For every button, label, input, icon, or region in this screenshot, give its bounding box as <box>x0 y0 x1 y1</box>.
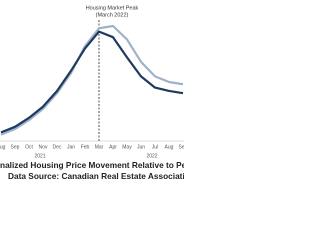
caption: Data Source: Canadian Real Estate Associ… <box>8 171 184 181</box>
x-tick-label: Oct <box>25 144 33 150</box>
x-tick-label: Dec <box>53 144 62 150</box>
x-tick-label: Sep <box>11 144 20 150</box>
x-tick-label: Sep <box>179 144 184 150</box>
annotation: Housing Market Peak <box>86 5 139 11</box>
x-tick-label: Aug <box>165 144 174 150</box>
x-tick-label: Jan <box>67 144 75 150</box>
x-tick-label: Feb <box>81 144 90 150</box>
x-tick-label: Nov <box>39 144 48 150</box>
x-tick-label: Mar <box>95 144 104 150</box>
caption: nalized Housing Price Movement Relative … <box>0 160 184 170</box>
series-line <box>0 24 184 136</box>
chart: Housing Market Peak (March 2022) 2021 20… <box>0 5 184 181</box>
x-tick-label: May <box>122 144 132 150</box>
x-tick-label: Jun <box>137 144 145 150</box>
annotation: (March 2022) <box>96 12 129 18</box>
x-tick-label: Jul <box>152 144 158 150</box>
year-label: 2022 <box>146 153 157 159</box>
series-line <box>0 30 184 134</box>
x-tick-label: Aug <box>0 144 6 150</box>
x-tick-label: Apr <box>109 144 117 150</box>
year-label: 2021 <box>34 153 45 159</box>
